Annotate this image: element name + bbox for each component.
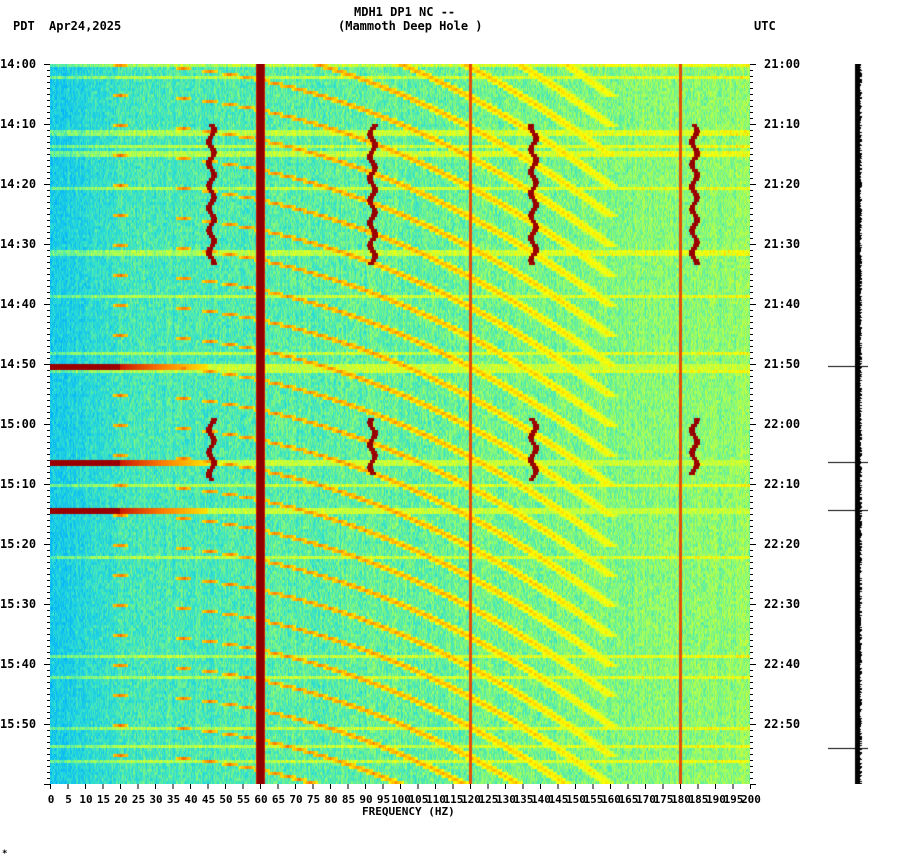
x-tick-label: 185 — [688, 793, 709, 806]
seismic-trace — [828, 64, 868, 784]
x-tick-label: 125 — [478, 793, 499, 806]
x-tick-label: 170 — [636, 793, 656, 806]
x-tick-label: 75 — [306, 793, 321, 806]
x-tick-label: 180 — [671, 793, 691, 806]
x-tick-label: 145 — [548, 793, 569, 806]
x-tick-label: 95 — [376, 793, 391, 806]
x-tick-label: 85 — [341, 793, 356, 806]
x-tick-label: 20 — [114, 793, 128, 806]
y-tick-right: 21:30 — [764, 237, 801, 251]
y-tick-right: 22:50 — [764, 717, 801, 731]
x-tick-label: 0 — [47, 793, 55, 806]
x-tick-label: 80 — [324, 793, 338, 806]
y-tick-left: 14:00 — [0, 57, 37, 71]
x-tick-label: 60 — [254, 793, 268, 806]
y-tick-right: 22:00 — [764, 417, 801, 431]
x-tick-label: 130 — [496, 793, 516, 806]
x-tick-label: 115 — [443, 793, 464, 806]
x-tick-label: 5 — [65, 793, 72, 806]
y-tick-left: 15:50 — [0, 717, 37, 731]
date-label: Apr24,2025 — [49, 19, 122, 33]
y-tick-left: 14:10 — [0, 117, 37, 131]
y-tick-left: 14:20 — [0, 177, 37, 191]
footer-mark: * — [2, 849, 8, 859]
right-timezone: UTC — [754, 19, 776, 33]
y-tick-right: 22:10 — [764, 477, 801, 491]
x-tick-label: 40 — [184, 793, 198, 806]
x-tick-label: 65 — [271, 793, 286, 806]
x-tick-label: 165 — [618, 793, 639, 806]
y-tick-right: 21:00 — [764, 57, 801, 71]
x-tick-label: 35 — [166, 793, 181, 806]
x-tick-label: 140 — [531, 793, 551, 806]
x-tick-label: 160 — [601, 793, 621, 806]
x-tick-label: 120 — [461, 793, 481, 806]
y-tick-left: 15:30 — [0, 597, 37, 611]
spectrogram-plot — [50, 64, 750, 784]
x-tick-label: 110 — [426, 793, 446, 806]
x-tick-label: 10 — [79, 793, 93, 806]
y-tick-left: 14:40 — [0, 297, 37, 311]
x-tick-label: 15 — [96, 793, 111, 806]
y-tick-right: 22:40 — [764, 657, 801, 671]
y-tick-left: 15:10 — [0, 477, 37, 491]
x-tick-label: 155 — [583, 793, 604, 806]
x-tick-label: 55 — [236, 793, 251, 806]
y-tick-left: 15:00 — [0, 417, 37, 431]
x-tick-label: 100 — [391, 793, 411, 806]
x-tick-label: 25 — [131, 793, 146, 806]
y-tick-left: 14:50 — [0, 357, 37, 371]
y-tick-right: 22:30 — [764, 597, 801, 611]
x-tick-label: 50 — [219, 793, 233, 806]
x-tick-label: 135 — [513, 793, 534, 806]
y-tick-right: 21:20 — [764, 177, 801, 191]
station-name: (Mammoth Deep Hole ) — [338, 19, 483, 33]
x-axis-title: FREQUENCY (HZ) — [362, 805, 455, 818]
y-tick-right: 21:10 — [764, 117, 801, 131]
x-tick-label: 150 — [566, 793, 586, 806]
x-tick-label: 105 — [408, 793, 429, 806]
x-tick-label: 200 — [741, 793, 761, 806]
left-timezone: PDT — [13, 19, 35, 33]
x-tick-label: 45 — [201, 793, 216, 806]
y-tick-left: 15:40 — [0, 657, 37, 671]
x-tick-label: 90 — [359, 793, 373, 806]
station-line: MDH1 DP1 NC -- — [354, 5, 456, 19]
y-tick-left: 15:20 — [0, 537, 37, 551]
x-tick-label: 190 — [706, 793, 726, 806]
y-tick-left: 14:30 — [0, 237, 37, 251]
x-tick-label: 30 — [149, 793, 163, 806]
x-tick-label: 175 — [653, 793, 674, 806]
y-tick-right: 21:40 — [764, 297, 801, 311]
x-tick-label: 195 — [723, 793, 744, 806]
y-tick-right: 22:20 — [764, 537, 801, 551]
y-tick-right: 21:50 — [764, 357, 801, 371]
x-tick-label: 70 — [289, 793, 303, 806]
